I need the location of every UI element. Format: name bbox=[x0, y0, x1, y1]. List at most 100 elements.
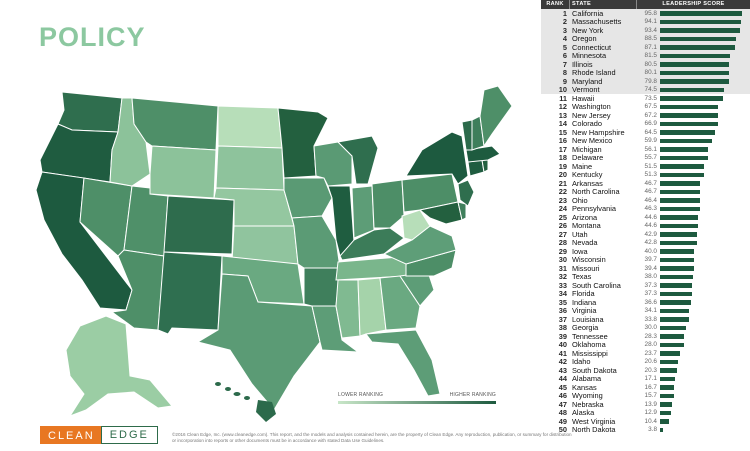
row-state: Oregon bbox=[572, 34, 597, 44]
state-utah[interactable] bbox=[123, 185, 169, 257]
row-score: 20.3 bbox=[644, 366, 657, 374]
state-indiana[interactable] bbox=[351, 185, 375, 239]
row-score: 33.8 bbox=[644, 315, 657, 323]
table-row: 11 Hawaii 73.5 bbox=[541, 94, 750, 103]
state-delaware[interactable] bbox=[457, 201, 467, 221]
state-south-dakota[interactable] bbox=[215, 145, 285, 191]
state-maryland[interactable] bbox=[418, 201, 463, 225]
row-rank: 9 bbox=[562, 76, 567, 86]
state-arkansas[interactable] bbox=[303, 267, 341, 307]
row-state: North Dakota bbox=[572, 425, 616, 435]
row-rank: 13 bbox=[558, 110, 567, 120]
state-alaska[interactable] bbox=[65, 315, 173, 417]
row-state: Hawaii bbox=[572, 93, 595, 103]
state-ohio[interactable] bbox=[371, 179, 405, 229]
legend-high-label: HIGHER RANKING bbox=[449, 392, 496, 398]
score-bar bbox=[660, 164, 705, 169]
logo-edge-text: EDGE bbox=[100, 426, 158, 444]
state-michigan[interactable] bbox=[336, 135, 379, 185]
state-west-virginia[interactable] bbox=[401, 209, 431, 241]
row-state: Indiana bbox=[572, 297, 597, 307]
state-new-york[interactable] bbox=[405, 131, 469, 185]
clean-edge-logo: CLEAN EDGE bbox=[40, 426, 158, 444]
row-rank: 41 bbox=[558, 348, 567, 358]
state-florida[interactable] bbox=[365, 329, 441, 397]
row-rank: 11 bbox=[559, 93, 567, 103]
row-score: 95.8 bbox=[644, 9, 657, 17]
state-mississippi[interactable] bbox=[335, 279, 361, 339]
state-iowa[interactable] bbox=[283, 177, 333, 219]
row-state: Nevada bbox=[572, 238, 598, 248]
table-row: 4 Oregon 88.5 bbox=[541, 34, 750, 44]
state-washington[interactable] bbox=[57, 91, 123, 133]
table-row: 41 Mississippi 23.7 bbox=[541, 349, 750, 358]
state-connecticut[interactable] bbox=[467, 159, 485, 177]
row-score: 20.6 bbox=[644, 358, 657, 366]
row-score: 44.6 bbox=[644, 213, 657, 221]
table-row: 7 Illinois 80.5 bbox=[541, 60, 750, 69]
score-bar bbox=[660, 172, 705, 177]
row-score: 87.1 bbox=[644, 43, 657, 51]
row-score: 42.8 bbox=[644, 239, 657, 247]
row-state: Nebraska bbox=[572, 399, 604, 409]
row-state: Maryland bbox=[572, 76, 603, 86]
table-row: 34 Florida 37.3 bbox=[541, 289, 750, 298]
row-rank: 42 bbox=[558, 357, 567, 367]
row-state: Washington bbox=[572, 102, 611, 112]
state-colorado[interactable] bbox=[163, 195, 235, 255]
row-score: 73.5 bbox=[644, 94, 657, 102]
state-kentucky[interactable] bbox=[339, 227, 405, 261]
row-state: Utah bbox=[572, 229, 588, 239]
state-massachusetts[interactable] bbox=[465, 145, 501, 163]
table-row: 13 New Jersey 67.2 bbox=[541, 111, 750, 120]
table-row: 30 Wisconsin 39.7 bbox=[541, 255, 750, 265]
row-rank: 23 bbox=[558, 195, 567, 205]
table-row: 17 Michigan 56.1 bbox=[541, 145, 750, 154]
row-rank: 4 bbox=[562, 34, 567, 44]
table-row: 21 Arkansas 46.7 bbox=[541, 179, 750, 188]
score-bar bbox=[660, 427, 664, 432]
state-texas[interactable] bbox=[196, 273, 321, 411]
row-score: 94.1 bbox=[644, 18, 657, 26]
state-new-jersey[interactable] bbox=[457, 179, 475, 207]
row-rank: 7 bbox=[562, 59, 567, 69]
row-state: Rhode Island bbox=[572, 68, 616, 78]
row-score: 51.5 bbox=[644, 162, 657, 170]
table-row: 12 Washington 67.5 bbox=[541, 102, 750, 112]
row-score: 36.6 bbox=[644, 298, 657, 306]
row-state: Wyoming bbox=[572, 391, 603, 401]
table-row: 19 Maine 51.5 bbox=[541, 162, 750, 171]
row-rank: 8 bbox=[562, 68, 567, 78]
table-row: 3 New York 93.4 bbox=[541, 26, 750, 35]
score-bar bbox=[660, 96, 724, 101]
row-state: Minnesota bbox=[572, 51, 607, 61]
row-state: South Carolina bbox=[572, 280, 621, 290]
score-bar bbox=[660, 104, 719, 109]
row-rank: 12 bbox=[558, 102, 567, 112]
state-new-mexico[interactable] bbox=[157, 251, 223, 335]
table-row: 45 Kansas 16.7 bbox=[541, 383, 750, 392]
row-score: 28.3 bbox=[644, 332, 657, 340]
state-georgia[interactable] bbox=[379, 275, 421, 331]
row-state: Missouri bbox=[572, 263, 600, 273]
table-row: 24 Pennsylvania 46.3 bbox=[541, 204, 750, 213]
row-state: Alabama bbox=[572, 374, 602, 384]
state-hawaii[interactable] bbox=[215, 382, 276, 422]
row-rank: 30 bbox=[558, 255, 567, 265]
table-row: 43 South Dakota 20.3 bbox=[541, 366, 750, 375]
state-north-dakota[interactable] bbox=[217, 105, 283, 149]
table-row: 20 Kentucky 51.3 bbox=[541, 170, 750, 179]
state-missouri[interactable] bbox=[291, 215, 341, 269]
score-bar bbox=[660, 359, 678, 364]
score-bar bbox=[660, 53, 731, 58]
header-state: STATE bbox=[569, 0, 636, 9]
row-score: 81.5 bbox=[644, 52, 657, 60]
state-wyoming[interactable] bbox=[149, 145, 217, 199]
state-alabama[interactable] bbox=[357, 277, 387, 337]
row-score: 40.0 bbox=[644, 247, 657, 255]
row-state: Louisiana bbox=[572, 314, 604, 324]
row-rank: 36 bbox=[558, 306, 567, 316]
row-score: 10.4 bbox=[644, 417, 657, 425]
row-rank: 14 bbox=[558, 119, 567, 129]
state-maine[interactable] bbox=[479, 85, 513, 148]
